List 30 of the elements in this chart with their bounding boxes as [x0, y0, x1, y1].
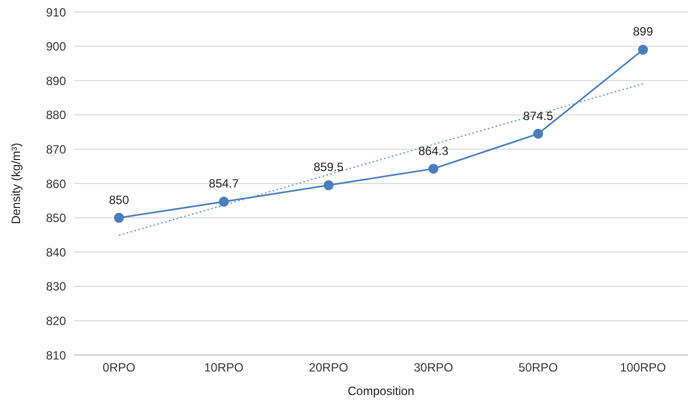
- y-tick-label: 810: [46, 348, 66, 362]
- point: [324, 180, 334, 190]
- x-tick-label: 10RPO: [204, 360, 244, 375]
- x-tick-label: 100RPO: [620, 360, 666, 375]
- y-tick-label: 900: [46, 40, 66, 54]
- y-tick-label: 910: [46, 5, 66, 20]
- y-tick-label: 820: [46, 314, 66, 328]
- x-tick-label: 0RPO: [102, 360, 136, 375]
- data-label: 859.5: [314, 160, 344, 174]
- point: [638, 44, 648, 55]
- data-label: 864.3: [418, 144, 449, 158]
- x-tick-label: 20RPO: [308, 360, 348, 375]
- x-axis-title: Composition: [348, 384, 414, 398]
- x-tick-label: 50RPO: [518, 360, 558, 375]
- y-tick-label: 890: [46, 74, 66, 88]
- y-axis-title: Density (kg/m³): [9, 142, 23, 224]
- data-label: 854.7: [208, 176, 240, 191]
- y-tick-label: 880: [46, 108, 66, 122]
- data-label: 899: [632, 24, 654, 39]
- x-tick-label: 30RPO: [414, 360, 454, 375]
- y-tick-label: 840: [46, 245, 66, 260]
- data-label: 850: [108, 192, 130, 207]
- y-tick-label: 850: [46, 211, 66, 226]
- y-tick-label: 870: [46, 142, 66, 156]
- y-tick-label: 860: [46, 176, 66, 191]
- point: [114, 212, 124, 223]
- y-tick-label: 830: [46, 280, 66, 294]
- point: [218, 196, 229, 207]
- point: [428, 164, 438, 174]
- point: [533, 128, 544, 139]
